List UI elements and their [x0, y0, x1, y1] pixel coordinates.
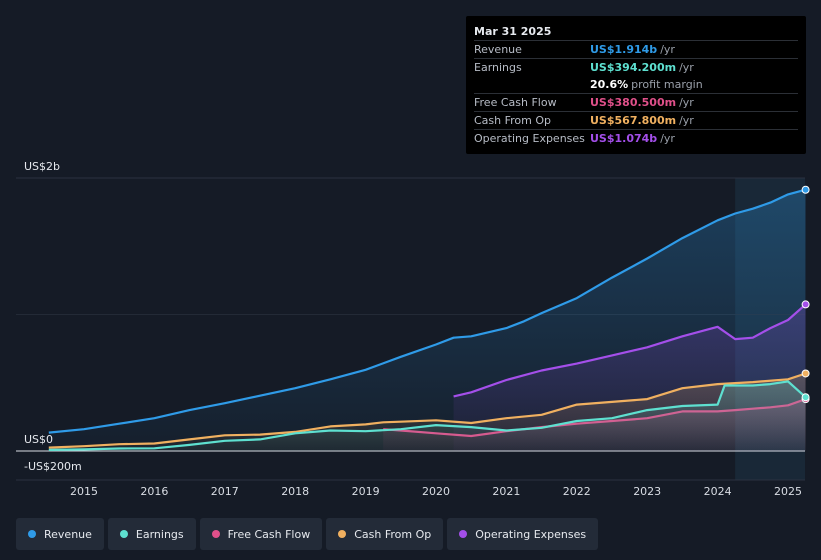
- revenue-line: [48, 188, 806, 434]
- tooltip-label: Cash From Op: [474, 114, 552, 127]
- earnings-line: [48, 380, 807, 451]
- x-tick-label: 2022: [563, 485, 591, 498]
- legend-dot-icon: [119, 530, 128, 538]
- legend-item-revenue[interactable]: Revenue: [16, 518, 104, 550]
- x-tick-label: 2017: [211, 485, 239, 498]
- tooltip-label: Operating Expenses: [474, 132, 585, 145]
- operating-expenses-end-point: [801, 300, 810, 309]
- x-tick-label: 2019: [352, 485, 380, 498]
- x-tick-label: 2025: [774, 485, 802, 498]
- legend-label: Earnings: [135, 527, 184, 541]
- x-tick-label: 2018: [281, 485, 309, 498]
- legend: Revenue Earnings Free Cash Flow Cash Fro…: [16, 518, 599, 550]
- legend-label: Cash From Op: [354, 527, 432, 541]
- cash-from-op-line: [48, 372, 806, 449]
- x-axis-ticks: 2015 2016 2017 2018 2019 2020 2021 2022 2023 2024…: [70, 485, 802, 498]
- tooltip-row-fcf: Free Cash Flow US$380.500m /yr: [474, 93, 798, 111]
- earnings-end-point: [801, 393, 810, 402]
- earnings-area: [48, 381, 806, 451]
- legend-dot-icon: [338, 530, 347, 538]
- tooltip-label: Free Cash Flow: [474, 96, 557, 109]
- operating-expenses-line: [453, 303, 807, 398]
- tooltip-suffix: /yr: [660, 43, 675, 56]
- x-tick-label: 2016: [140, 485, 168, 498]
- x-tick-label: 2023: [633, 485, 661, 498]
- revenue-end-point: [801, 185, 810, 194]
- y-label-zero: US$0: [24, 433, 53, 446]
- tooltip-suffix: /yr: [679, 114, 694, 127]
- legend-item-operating-expenses[interactable]: Operating Expenses: [447, 518, 599, 550]
- y-label-bottom: -US$200m: [24, 460, 82, 473]
- tooltip-label: Revenue: [474, 43, 522, 56]
- tooltip-value: US$1.074b: [590, 132, 658, 145]
- tooltip-value: US$567.800m: [590, 114, 677, 127]
- tooltip-value: 20.6%: [590, 78, 629, 91]
- x-tick-label: 2015: [70, 485, 98, 498]
- tooltip-row-margin: 20.6% profit margin: [474, 76, 798, 93]
- tooltip-value: US$1.914b: [590, 43, 658, 56]
- series-marks: [48, 185, 810, 451]
- tooltip-row-opex: Operating Expenses US$1.074b /yr: [474, 129, 798, 147]
- y-label-top: US$2b: [24, 160, 60, 173]
- legend-item-earnings[interactable]: Earnings: [107, 518, 196, 550]
- x-tick-label: 2020: [422, 485, 450, 498]
- legend-dot-icon: [28, 530, 36, 538]
- tooltip-suffix: /yr: [679, 96, 694, 109]
- tooltip-suffix: /yr: [660, 132, 675, 145]
- cash-from-op-end-point: [801, 369, 810, 378]
- x-tick-label: 2024: [704, 485, 732, 498]
- legend-label: Revenue: [44, 527, 92, 541]
- chart-area: 2015 2016 2017 2018 2019 2020 2021 2022 2023 2024…: [16, 160, 810, 498]
- tooltip-suffix: profit margin: [631, 78, 703, 91]
- legend-item-free-cash-flow[interactable]: Free Cash Flow: [199, 518, 323, 550]
- legend-label: Operating Expenses: [475, 527, 587, 541]
- tooltip-label: Earnings: [474, 61, 522, 74]
- tooltip-row-revenue: Revenue US$1.914b /yr: [474, 40, 798, 58]
- tooltip-suffix: /yr: [679, 61, 694, 74]
- tooltip-row-earnings: Earnings US$394.200m /yr: [474, 58, 798, 76]
- tooltip-date: Mar 31 2025: [474, 25, 552, 38]
- legend-item-cash-from-op[interactable]: Cash From Op: [326, 518, 444, 550]
- legend-label: Free Cash Flow: [227, 527, 311, 541]
- legend-dot-icon: [459, 530, 468, 538]
- x-tick-label: 2021: [492, 485, 520, 498]
- tooltip-value: US$394.200m: [590, 61, 677, 74]
- legend-dot-icon: [211, 530, 220, 538]
- tooltip-value: US$380.500m: [590, 96, 677, 109]
- tooltip-row-cfo: Cash From Op US$567.800m /yr: [474, 111, 798, 129]
- data-tooltip: Mar 31 2025 Revenue US$1.914b /yr Earnin…: [466, 16, 806, 154]
